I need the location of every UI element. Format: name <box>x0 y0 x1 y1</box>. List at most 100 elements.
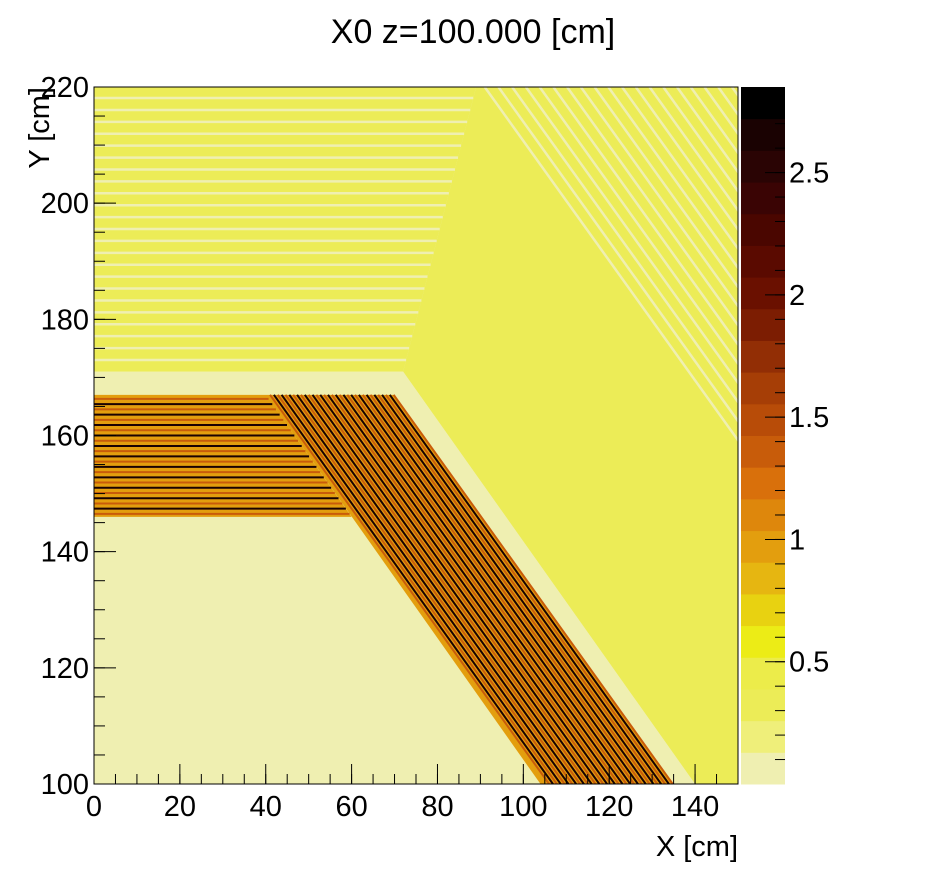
stripe-line <box>856 87 946 784</box>
stripe-line <box>579 87 738 309</box>
stripe-pattern <box>94 87 946 784</box>
stripe-line <box>828 87 946 784</box>
x-tick-label: 120 <box>585 791 633 823</box>
dense-stripe <box>319 394 601 784</box>
colorbar-swatch <box>741 467 785 500</box>
stripe-line <box>897 87 946 784</box>
colorbar-swatch <box>741 245 785 278</box>
colorbar-swatch <box>741 688 785 722</box>
dense-band-stripes <box>94 394 674 784</box>
stripe-line <box>759 87 946 784</box>
dense-stripe <box>334 394 616 784</box>
dense-stripe <box>296 394 577 784</box>
dense-stripe <box>354 394 635 784</box>
x-axis-label: X [cm] <box>656 831 738 863</box>
dense-stripe <box>373 394 655 784</box>
plot-area <box>94 87 946 784</box>
stripe-line <box>842 87 946 784</box>
stripe-line <box>883 87 946 784</box>
x-tick-label: 80 <box>421 791 453 823</box>
dense-stripe <box>342 394 624 784</box>
stripe-line <box>814 87 946 784</box>
dense-stripe <box>315 394 597 784</box>
y-axis-label: Y [cm] <box>24 87 56 169</box>
x-tick-label: 20 <box>164 791 196 823</box>
dense-stripe <box>276 394 558 784</box>
colorbar-swatch <box>741 150 785 183</box>
y-tick-label: 220 <box>41 72 89 104</box>
upper-region-right <box>403 87 738 784</box>
dense-stripe <box>323 394 605 784</box>
dense-stripe <box>331 394 612 784</box>
dense-stripe <box>346 394 628 784</box>
stripe-line <box>648 87 738 213</box>
colorbar-swatch <box>741 182 785 215</box>
stripe-line <box>634 87 738 232</box>
x-tick-label: 100 <box>499 791 547 823</box>
stripe-line <box>524 87 738 385</box>
chart-title: X0 z=100.000 [cm] <box>331 13 615 51</box>
y-tick-label: 180 <box>41 304 89 336</box>
y-tick-label: 140 <box>41 537 89 569</box>
stripe-line <box>566 87 738 328</box>
dense-stripe <box>269 394 550 784</box>
colorbar-swatch <box>741 593 785 627</box>
x-tick-label: 40 <box>250 791 282 823</box>
stripe-line <box>703 87 738 136</box>
dense-stripe <box>307 394 589 784</box>
stripe-line <box>773 87 946 784</box>
colorbar-swatch <box>741 277 785 310</box>
colorbar-swatch <box>741 403 785 436</box>
colorbar-swatch <box>741 308 785 341</box>
dense-stripe <box>358 394 639 784</box>
colorbar-swatch <box>741 87 785 120</box>
dense-stripe <box>311 394 593 784</box>
dense-stripe <box>300 394 581 784</box>
x-tick-label: 140 <box>671 791 719 823</box>
colorbar-swatch <box>741 720 785 753</box>
y-tick-label: 100 <box>41 769 89 801</box>
dense-stripe <box>361 394 643 784</box>
colorbar: 0.5 1 1.5 2 2.5 <box>741 87 829 785</box>
colorbar-swatch <box>741 530 785 563</box>
colorbar-swatch <box>741 657 785 690</box>
colorbar-swatch <box>741 340 785 373</box>
y-tick-label: 120 <box>41 653 89 685</box>
dense-stripe <box>327 394 608 784</box>
y-axis: 100 120 140 160 180 200 220 <box>41 72 116 801</box>
dense-stripe <box>369 394 651 784</box>
colorbar-swatch <box>741 372 785 405</box>
dense-stripe <box>377 394 659 784</box>
stripe-line <box>552 87 738 347</box>
colorbar-tick-label: 2 <box>789 280 805 312</box>
colorbar-swatch <box>741 752 785 785</box>
x-tick-label: 0 <box>86 791 102 823</box>
colorbar-swatch <box>741 625 785 658</box>
dense-stripe <box>365 394 647 784</box>
colorbar-swatch <box>741 213 785 246</box>
stripe-line <box>511 87 738 405</box>
stripe-line <box>483 87 738 443</box>
stripe-line <box>497 87 738 424</box>
stripe-line <box>593 87 738 290</box>
colorbar-swatch <box>741 562 785 595</box>
y-tick-label: 200 <box>41 188 89 220</box>
stripe-line <box>938 87 946 784</box>
stripe-line <box>869 87 946 784</box>
dense-stripe <box>338 394 620 784</box>
colorbar-tick-label: 0.5 <box>789 647 829 679</box>
dense-stripe <box>350 394 632 784</box>
dense-stripe <box>388 394 670 784</box>
colorbar-tick-label: 2.5 <box>789 158 829 190</box>
dense-stripe <box>284 394 566 784</box>
stripe-line <box>924 87 946 784</box>
stripe-line <box>621 87 738 251</box>
stripe-line <box>787 87 946 784</box>
stripe-line <box>911 87 946 784</box>
dense-stripe <box>381 394 662 784</box>
x-tick-label: 60 <box>335 791 367 823</box>
stripe-line <box>607 87 738 270</box>
x-axis: 0 20 40 60 80 100 120 140 <box>86 764 739 823</box>
y-tick-label: 160 <box>41 421 89 453</box>
